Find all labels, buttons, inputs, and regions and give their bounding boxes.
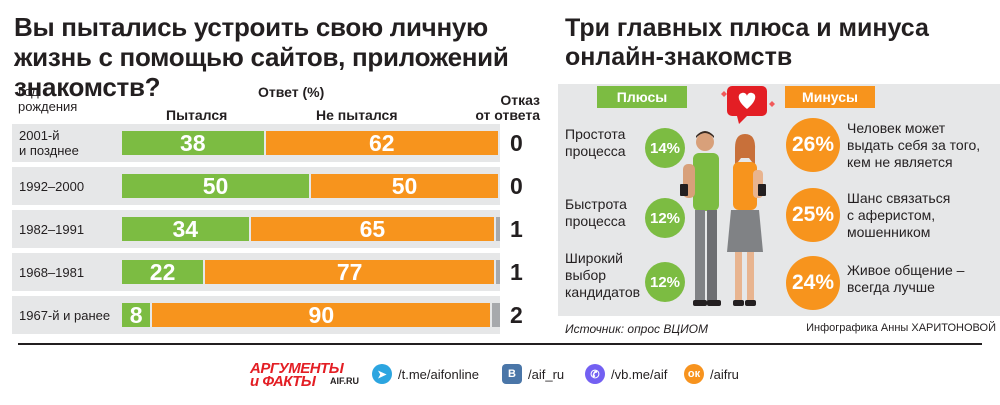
heart-speech-bubble-icon bbox=[721, 86, 775, 124]
bar-refused bbox=[496, 217, 500, 241]
viber-icon: ✆ bbox=[585, 364, 605, 384]
bar-row: 1982–1991 34 65 1 bbox=[0, 210, 548, 248]
chart-title: Вы пытались устроить свою личную жизнь с… bbox=[14, 12, 509, 102]
telegram-icon: ➤ bbox=[372, 364, 392, 384]
vk-icon: B bbox=[502, 364, 522, 384]
con-value-circle: 25% bbox=[786, 188, 840, 242]
bar-not-tried: 65 bbox=[250, 216, 495, 242]
left-panel: Вы пытались устроить свою личную жизнь с… bbox=[0, 0, 548, 340]
right-panel: Три главных плюса и минуса онлайн-знаком… bbox=[557, 0, 1000, 340]
minus-badge: Минусы bbox=[785, 86, 875, 108]
header-refused: Отказ от ответа bbox=[475, 92, 540, 123]
plus-badge: Плюсы bbox=[597, 86, 687, 108]
bar-tried: 50 bbox=[122, 173, 309, 199]
footer-divider bbox=[18, 343, 982, 345]
social-link-vk[interactable]: B/aif_ru bbox=[502, 363, 564, 385]
refused-value: 2 bbox=[510, 301, 523, 328]
refused-value: 0 bbox=[510, 172, 523, 199]
refused-value: 0 bbox=[510, 129, 523, 156]
social-link-text: /aifru bbox=[710, 366, 739, 382]
con-label: Живое общение – всегда лучше bbox=[847, 262, 965, 295]
header-year: Год рождения bbox=[18, 84, 78, 114]
logo-line2: и ФАКТЫ bbox=[250, 373, 316, 390]
con-label: Шанс связаться с аферистом, мошенником bbox=[847, 190, 951, 240]
category-label: 1982–1991 bbox=[19, 221, 85, 237]
pros-cons-box bbox=[558, 84, 1000, 316]
header-tried: Пытался bbox=[166, 107, 228, 123]
social-link-text: /aif_ru bbox=[528, 366, 565, 382]
source-note: Источник: опрос ВЦИОМ bbox=[565, 322, 709, 336]
right-title: Три главных плюса и минуса онлайн-знаком… bbox=[565, 14, 929, 71]
pro-value-circle: 14% bbox=[645, 128, 685, 168]
pro-label: Широкий выбор кандидатов bbox=[565, 250, 641, 300]
bar-refused bbox=[496, 260, 500, 284]
bar-tried: 22 bbox=[122, 259, 204, 285]
bar-tried: 34 bbox=[122, 216, 249, 242]
pro-label: Быстрота процесса bbox=[565, 196, 627, 229]
con-value-circle: 24% bbox=[786, 256, 840, 310]
refused-value: 1 bbox=[510, 258, 523, 285]
footer: АРГУМЕНТЫ и ФАКТЫ AIF.RU ➤ /t.me/aifonlin… bbox=[0, 352, 1000, 396]
bar-row: 1968–1981 22 77 1 bbox=[0, 253, 548, 291]
bar-row: 2001-й и позднее 38 62 0 bbox=[0, 124, 548, 162]
category-label: 1968–1981 bbox=[19, 264, 85, 280]
pro-label: Простота процесса bbox=[565, 126, 626, 159]
bar-not-tried: 90 bbox=[152, 302, 491, 328]
social-link-text: /t.me/aifonline bbox=[398, 366, 479, 382]
bar-refused bbox=[492, 303, 500, 327]
bar-row: 1992–2000 50 50 0 bbox=[0, 167, 548, 205]
pro-value-circle: 12% bbox=[645, 198, 685, 238]
con-value-circle: 26% bbox=[786, 118, 840, 172]
bar-not-tried: 62 bbox=[265, 130, 498, 156]
category-label: 2001-й и позднее bbox=[19, 128, 79, 158]
header-not-tried: Не пытался bbox=[316, 107, 398, 123]
social-link-viber[interactable]: ✆ /vb.me/aif bbox=[585, 363, 667, 385]
bar-tried: 38 bbox=[122, 130, 264, 156]
bar-not-tried: 50 bbox=[311, 173, 498, 199]
odnoklassniki-icon: ок bbox=[684, 364, 704, 384]
refused-value: 1 bbox=[510, 215, 523, 242]
couple-with-phones-icon bbox=[680, 131, 766, 306]
social-link-odnoklassniki[interactable]: ок/aifru bbox=[684, 363, 739, 385]
social-link-text: /vb.me/aif bbox=[611, 366, 668, 382]
bar-not-tried: 77 bbox=[205, 259, 495, 285]
category-label: 1992–2000 bbox=[19, 178, 85, 194]
category-label: 1967-й и ранее bbox=[19, 307, 111, 323]
header-answer: Ответ (%) bbox=[258, 84, 325, 100]
bar-row: 1967-й и ранее 8 90 2 bbox=[0, 296, 548, 334]
social-link-telegram[interactable]: ➤ /t.me/aifonline bbox=[372, 363, 479, 385]
pro-value-circle: 12% bbox=[645, 262, 685, 302]
logo-site: AIF.RU bbox=[330, 376, 359, 386]
bar-tried: 8 bbox=[122, 302, 151, 328]
credit-note: Инфографика Анны ХАРИТОНОВОЙ bbox=[806, 322, 996, 334]
aif-logo[interactable]: АРГУМЕНТЫ и ФАКТЫ AIF.RU bbox=[250, 360, 366, 390]
con-label: Человек может выдать себя за того, кем н… bbox=[847, 120, 981, 170]
logo-line1: АРГУМЕНТЫ bbox=[250, 360, 344, 377]
